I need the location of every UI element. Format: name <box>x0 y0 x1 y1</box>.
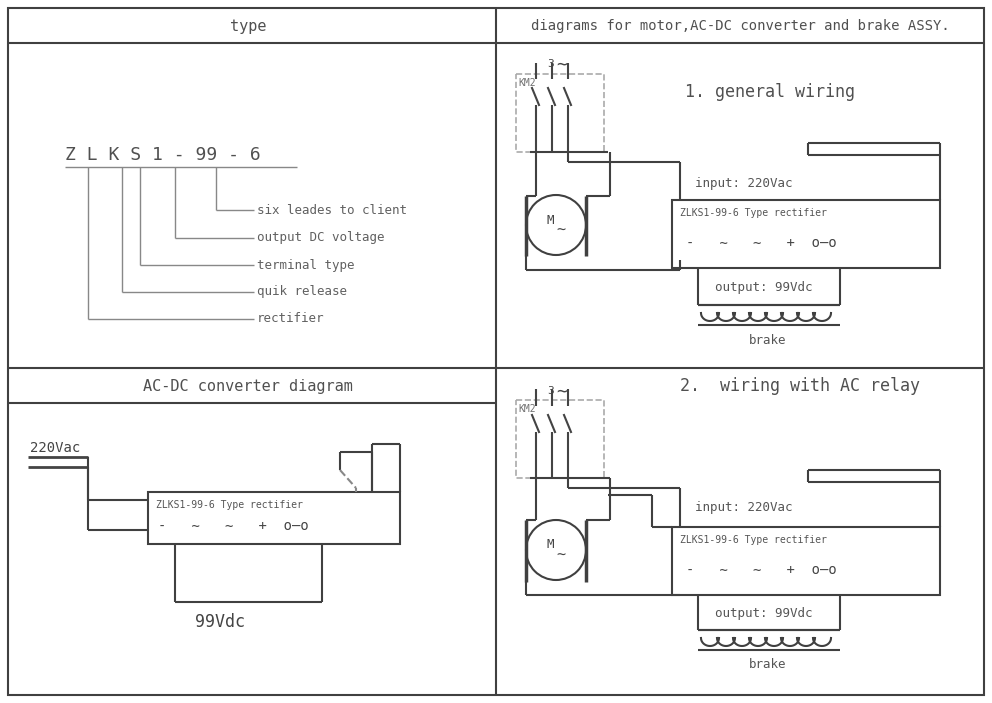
Text: KM2: KM2 <box>518 404 536 414</box>
Text: rectifier: rectifier <box>257 313 324 325</box>
Text: KM2: KM2 <box>518 78 536 88</box>
Text: ZLKS1-99-6 Type rectifier: ZLKS1-99-6 Type rectifier <box>680 535 827 545</box>
Text: 99Vdc: 99Vdc <box>195 613 245 631</box>
Text: quik release: quik release <box>257 285 347 299</box>
Text: -   ∼   ∼   +  o—o: - ∼ ∼ + o—o <box>158 519 309 533</box>
Text: ∼: ∼ <box>557 548 565 562</box>
Text: ∼: ∼ <box>556 56 566 74</box>
Bar <box>672 200 940 268</box>
Text: 3: 3 <box>547 59 554 69</box>
Bar <box>516 74 604 152</box>
Text: output: 99Vdc: output: 99Vdc <box>715 607 812 621</box>
Text: brake: brake <box>749 659 787 671</box>
Text: diagrams for motor,AC-DC converter and brake ASSY.: diagrams for motor,AC-DC converter and b… <box>531 19 949 33</box>
Text: Z L K S 1 - 99 - 6: Z L K S 1 - 99 - 6 <box>65 146 261 164</box>
Text: ∼: ∼ <box>557 223 565 238</box>
Bar <box>516 400 604 478</box>
Text: -   ∼   ∼   +  o—o: - ∼ ∼ + o—o <box>686 236 836 250</box>
Text: brake: brake <box>749 333 787 347</box>
Bar <box>148 492 400 544</box>
Text: six leades to client: six leades to client <box>257 203 407 217</box>
Text: input: 220Vac: input: 220Vac <box>695 501 793 515</box>
Text: ZLKS1-99-6 Type rectifier: ZLKS1-99-6 Type rectifier <box>156 500 303 510</box>
Text: AC-DC converter diagram: AC-DC converter diagram <box>143 378 353 394</box>
Text: input: 220Vac: input: 220Vac <box>695 176 793 190</box>
Text: type: type <box>230 18 266 34</box>
Text: 3: 3 <box>547 386 554 396</box>
Text: 220Vac: 220Vac <box>30 441 80 455</box>
Text: -   ∼   ∼   +  o—o: - ∼ ∼ + o—o <box>686 563 836 577</box>
Text: output: 99Vdc: output: 99Vdc <box>715 281 812 295</box>
Bar <box>672 527 940 595</box>
Text: terminal type: terminal type <box>257 259 354 271</box>
Text: 2.  wiring with AC relay: 2. wiring with AC relay <box>680 377 920 395</box>
Text: ZLKS1-99-6 Type rectifier: ZLKS1-99-6 Type rectifier <box>680 208 827 218</box>
Text: M: M <box>547 214 554 226</box>
Text: output DC voltage: output DC voltage <box>257 231 385 245</box>
Text: ∼: ∼ <box>556 383 566 401</box>
Text: 1. general wiring: 1. general wiring <box>685 83 855 101</box>
Text: M: M <box>547 538 554 551</box>
